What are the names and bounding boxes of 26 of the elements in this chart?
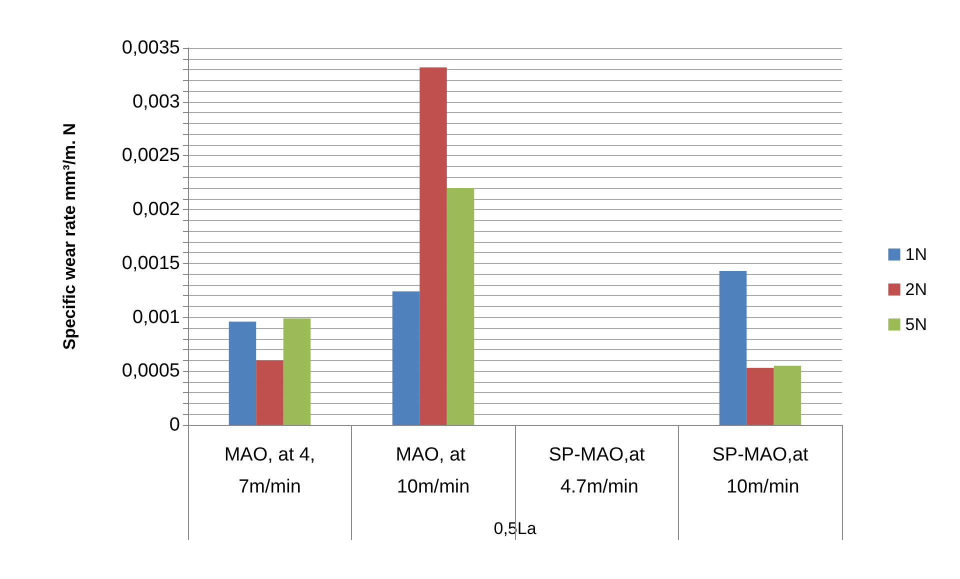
y-tick-label: 0,0005 bbox=[122, 360, 180, 382]
legend-label: 1N bbox=[905, 245, 928, 264]
x-axis-title: 0,5La bbox=[494, 519, 537, 538]
bar bbox=[228, 322, 256, 425]
bar bbox=[283, 318, 311, 425]
bar bbox=[719, 270, 747, 425]
y-tick-label: 0 bbox=[169, 414, 180, 436]
y-tick-label: 0,0035 bbox=[122, 38, 180, 58]
bar bbox=[392, 291, 420, 425]
bar bbox=[746, 368, 774, 425]
y-tick-label: 0,001 bbox=[132, 306, 180, 328]
y-tick-label: 0,003 bbox=[132, 91, 180, 112]
x-tick-label: MAO, at 4,7m/min bbox=[224, 444, 316, 498]
y-tick-label: 0,0015 bbox=[122, 252, 180, 274]
legend-label: 2N bbox=[905, 280, 928, 299]
bar bbox=[256, 360, 284, 425]
y-tick-label: 0,002 bbox=[132, 199, 180, 220]
x-tick-label: SP-MAO,at 4.7m/min bbox=[548, 444, 646, 498]
bar bbox=[446, 188, 474, 425]
bar bbox=[420, 67, 447, 425]
y-axis-title: Specific wear rate mm³/m. N bbox=[60, 123, 79, 350]
y-tick-label: 0,0025 bbox=[122, 145, 180, 166]
x-tick-label: SP-MAO,at 10m/min bbox=[712, 444, 810, 498]
x-tick-label: MAO, at 10m/min bbox=[396, 444, 471, 498]
bar bbox=[774, 366, 802, 425]
legend-label: 5N bbox=[905, 315, 928, 334]
